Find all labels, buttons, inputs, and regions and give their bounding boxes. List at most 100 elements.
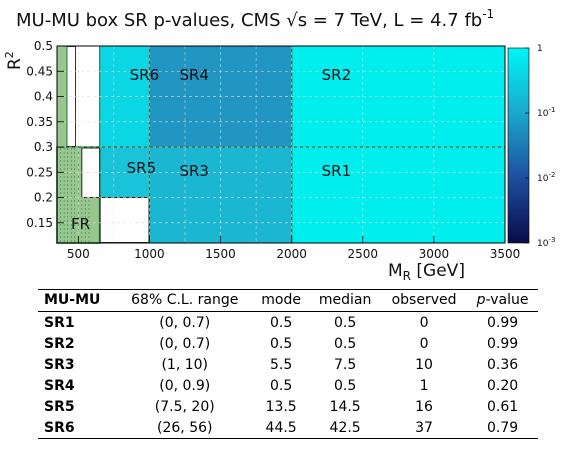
region-label-sr5: SR5	[127, 159, 156, 177]
xlabel-sub: R	[403, 269, 411, 283]
header-p-italic: p	[476, 292, 486, 308]
table-row: SR2 (0, 0.7) 0.5 0.5 0 0.99	[38, 333, 538, 354]
empty-region-low	[99, 197, 150, 243]
colorbar-tick-exponent: -2	[548, 171, 555, 179]
cell-mode: 0.5	[269, 314, 293, 331]
cell-range: (26, 56)	[116, 417, 253, 439]
cell-median: 42.5	[309, 417, 381, 439]
x-tick-label: 2500	[348, 247, 379, 261]
cell-median: 14.5	[329, 398, 361, 415]
table-row: SR4 (0, 0.9) 0.5 0.5 1 0.20	[38, 375, 538, 396]
cell-pvalue: 0.99	[487, 335, 519, 352]
title-s: s = 7 TeV, L = 4.7 fb	[298, 10, 483, 31]
header-p-rest: -value	[485, 292, 529, 308]
ylabel-main: R	[5, 58, 25, 70]
region-label-sr4: SR4	[179, 66, 209, 84]
colorbar-tick-exponent: -1	[548, 106, 555, 114]
region-sr1	[291, 146, 506, 244]
region-label-sr3: SR3	[179, 162, 209, 180]
colorbar-ticks: 1 10-1 10-2 10-3	[525, 44, 555, 249]
x-axis-ticks: 500 1000 1500 2000 2500 3000 3500	[67, 236, 520, 261]
title-main: MU-MU box SR p-values, CMS	[16, 10, 286, 31]
y-tick-label: 0.2	[34, 191, 53, 205]
xlabel-unit: [GeV]	[411, 261, 465, 281]
results-table: MU-MU 68% C.L. range mode median observe…	[38, 289, 538, 439]
cell-range: (1, 10)	[161, 356, 209, 373]
cell-mode: 5.5	[269, 356, 293, 373]
y-tick-label: 0.45	[26, 64, 53, 78]
cell-mode: 0.5	[269, 377, 293, 394]
region-label-sr1: SR1	[322, 162, 352, 180]
plot-frame	[56, 45, 506, 244]
cell-mode: 13.5	[265, 398, 297, 415]
y-tick-label: 0.5	[34, 39, 53, 53]
region-label-sr6: SR6	[130, 66, 160, 84]
colorbar-tick-label: 10-1	[537, 106, 555, 119]
y-tick-label: 0.4	[34, 90, 53, 104]
cell-observed: 0	[419, 335, 429, 352]
ylabel-sup: 2	[3, 51, 16, 58]
cell-median: 7.5	[333, 356, 357, 373]
p-value-heatmap: MU-MU box SR p-values, CMS √s = 7 TeV, L…	[3, 7, 555, 283]
cell-mode: 44.5	[252, 417, 310, 439]
cell-range: (0, 0.7)	[159, 314, 211, 331]
chart-title: MU-MU box SR p-values, CMS √s = 7 TeV, L…	[16, 7, 494, 31]
x-tick-label: 3500	[490, 247, 521, 261]
y-axis-label: R2	[3, 51, 25, 70]
table-row: SR6 (26, 56) 44.5 42.5 37 0.79	[38, 417, 538, 439]
cell-median: 0.5	[333, 314, 357, 331]
header-observed: observed	[380, 289, 468, 312]
cell-pvalue: 0.79	[467, 417, 538, 439]
region-label-sr2: SR2	[322, 66, 352, 84]
y-tick-label: 0.35	[26, 115, 53, 129]
header-mode: mode	[252, 289, 310, 312]
cell-observed: 0	[419, 314, 429, 331]
region-label-fr: FR	[71, 215, 90, 233]
x-tick-label: 2000	[276, 247, 307, 261]
title-sqrt: √	[286, 10, 298, 31]
header-range: 68% C.L. range	[116, 289, 253, 312]
cell-observed: 10	[415, 356, 433, 373]
colorbar-tick-label: 1	[537, 44, 543, 54]
cell-observed: 16	[415, 398, 433, 415]
cell-pvalue: 0.61	[487, 398, 519, 415]
xlabel-main: M	[388, 261, 403, 281]
grid-layer	[57, 46, 505, 243]
colorbar: 1 10-1 10-2 10-3	[507, 44, 555, 249]
table-header-row: MU-MU 68% C.L. range mode median observe…	[38, 289, 538, 312]
x-tick-label: 500	[67, 247, 90, 261]
x-tick-label: 3000	[419, 247, 450, 261]
header-median: median	[309, 289, 381, 312]
cell-median: 0.5	[333, 377, 357, 394]
cell-pvalue: 0.36	[487, 356, 519, 373]
cell-pvalue: 0.20	[487, 377, 519, 394]
colorbar-tick-exponent: -3	[548, 236, 555, 244]
header-pvalue: p-value	[467, 289, 538, 312]
cell-observed: 37	[380, 417, 468, 439]
regions-layer	[56, 45, 506, 244]
cell-region: SR3	[44, 356, 75, 373]
cell-mode: 0.5	[269, 335, 293, 352]
empty-region-notch	[81, 147, 101, 198]
x-axis-label: MR [GeV]	[388, 261, 465, 283]
table-row: SR1 (0, 0.7) 0.5 0.5 0 0.99	[38, 312, 538, 334]
colorbar-scale	[507, 47, 530, 244]
cell-region: SR6	[38, 417, 117, 439]
table-row: SR3 (1, 10) 5.5 7.5 10 0.36	[38, 354, 538, 375]
title-sup: -1	[482, 7, 494, 21]
y-axis-ticks: 0.15 0.2 0.25 0.3 0.35 0.4 0.45 0.5	[26, 39, 64, 230]
cell-observed: 1	[419, 377, 429, 394]
header-region: MU-MU	[38, 289, 117, 312]
cell-pvalue: 0.99	[487, 314, 519, 331]
y-tick-label: 0.15	[26, 216, 53, 230]
cell-region: SR2	[44, 335, 75, 352]
cell-median: 0.5	[333, 335, 357, 352]
y-tick-label: 0.3	[34, 140, 53, 154]
table-row: SR5 (7.5, 20) 13.5 14.5 16 0.61	[38, 396, 538, 417]
cell-region: SR5	[44, 398, 75, 415]
cell-region: SR1	[44, 314, 75, 331]
x-tick-label: 1000	[134, 247, 165, 261]
cell-range: (7.5, 20)	[154, 398, 215, 415]
cell-range: (0, 0.9)	[159, 377, 211, 394]
cell-range: (0, 0.7)	[159, 335, 211, 352]
